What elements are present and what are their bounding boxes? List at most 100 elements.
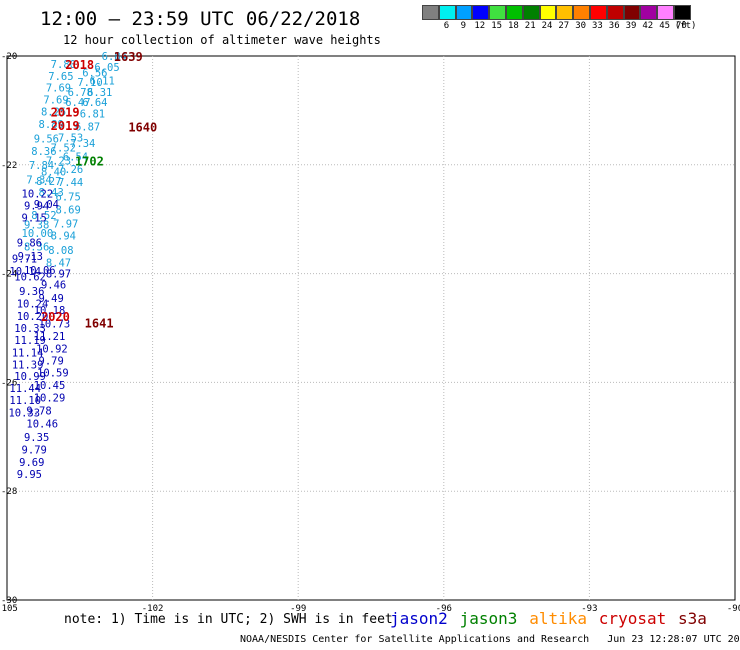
swh-value-dark: 9.35 bbox=[24, 432, 49, 444]
swh-value-dark: 11.44 bbox=[9, 383, 41, 395]
legend-swatch bbox=[673, 5, 691, 20]
pass-time-label: 2020 bbox=[41, 310, 70, 324]
map-title: 12:00 – 23:59 UTC 06/22/2018 bbox=[40, 8, 361, 30]
legend-label: 33 bbox=[592, 21, 603, 31]
swh-value-light: 6.87 bbox=[75, 122, 100, 134]
pass-time-label: 1640 bbox=[128, 121, 157, 135]
legend-label: 15 bbox=[491, 21, 503, 31]
swh-value-dark: 10.99 bbox=[14, 371, 46, 383]
swh-value-dark: 9.36 bbox=[19, 286, 44, 298]
swh-value-light: 6.31 bbox=[87, 87, 112, 99]
swh-value-light: 7.10 bbox=[77, 77, 102, 89]
legend-label: 21 bbox=[524, 21, 536, 31]
pass-time-label: 2019 bbox=[51, 119, 80, 133]
color-legend bbox=[422, 5, 691, 20]
footer-note: note: 1) Time is in UTC; 2) SWH is in fe… bbox=[64, 612, 393, 627]
swh-value-dark: 9.95 bbox=[17, 469, 42, 481]
swh-value-dark: 9.13 bbox=[18, 251, 43, 263]
legend-label: 45 bbox=[659, 21, 671, 31]
legend-label: 30 bbox=[575, 21, 587, 31]
legend-swatch bbox=[489, 5, 506, 20]
legend-label: 42 bbox=[642, 21, 654, 31]
swh-value-light: 8.43 bbox=[39, 187, 64, 199]
swh-value-dark: 10.14 bbox=[9, 266, 41, 278]
swh-value-dark: 11.39 bbox=[12, 359, 44, 371]
swh-value-dark: 9.86 bbox=[17, 238, 42, 250]
satellite-altika: altika bbox=[529, 609, 587, 628]
legend-label: 39 bbox=[625, 21, 637, 31]
swh-value-dark: 9.94 bbox=[24, 201, 49, 213]
swh-value-dark: 9.69 bbox=[19, 457, 44, 469]
color-legend-labels: 6 9 12 15 18 21 24 27 30 33 36 39 42 45 70 (ft) bbox=[422, 21, 740, 33]
pass-time-label: 1641 bbox=[85, 317, 114, 331]
swh-value-light: 8.36 bbox=[24, 241, 49, 253]
swh-value-dark: 10.18 bbox=[34, 305, 66, 317]
swh-value-dark: 11.10 bbox=[9, 395, 41, 407]
lon-tick-label: -90 bbox=[727, 604, 740, 614]
swh-value-light: 7.65 bbox=[48, 71, 73, 83]
swh-value-light: 8.52 bbox=[31, 210, 56, 222]
swh-value-light: 7.23 bbox=[46, 155, 71, 167]
swh-value-dark: 10.73 bbox=[39, 319, 71, 331]
legend-swatch bbox=[522, 5, 540, 20]
swh-value-dark: 10.92 bbox=[36, 344, 68, 356]
swh-value-dark: 9.79 bbox=[39, 356, 64, 368]
swh-value-light: 7.26 bbox=[58, 164, 83, 176]
legend-swatch bbox=[472, 5, 490, 20]
swh-value-light: 6.11 bbox=[90, 75, 115, 87]
swh-value-light: 8.36 bbox=[31, 146, 56, 158]
swh-value-light: 7.97 bbox=[53, 219, 78, 231]
swh-value-light: 6.56 bbox=[82, 67, 107, 79]
swh-value-dark: 10.29 bbox=[34, 393, 66, 405]
lon-tick-label: -93 bbox=[581, 604, 597, 614]
swh-value-dark: 10.45 bbox=[34, 380, 66, 392]
map-subtitle: 12 hour collection of altimeter wave hei… bbox=[63, 33, 381, 47]
swh-value-light: 9.56 bbox=[34, 134, 59, 146]
swh-value-dark: 11.21 bbox=[34, 331, 66, 343]
legend-swatch bbox=[657, 5, 674, 20]
swh-value-light: 6.64 bbox=[82, 97, 107, 109]
lat-tick-label: -28 bbox=[1, 487, 17, 497]
swh-value-dark: 9.79 bbox=[22, 444, 47, 456]
credit-line: NOAA/NESDIS Center for Satellite Applica… bbox=[240, 634, 740, 645]
legend-label: 70 bbox=[676, 21, 687, 31]
legend-label: 6 bbox=[443, 21, 450, 31]
legend-label: 18 bbox=[508, 21, 519, 31]
legend-label: 27 bbox=[558, 21, 570, 31]
legend-label: 24 bbox=[541, 21, 553, 31]
swh-value-dark: 10.24 bbox=[17, 299, 49, 311]
pass-time-label: 1702 bbox=[75, 154, 104, 168]
lat-tick-label: -30 bbox=[1, 596, 17, 606]
swh-value-light: 6.78 bbox=[68, 87, 93, 99]
satellite-s3a: s3a bbox=[678, 609, 707, 628]
swh-value-dark: 10.33 bbox=[14, 323, 46, 335]
swh-value-dark: 9.04 bbox=[34, 199, 59, 211]
swh-value-dark: 10.46 bbox=[26, 419, 58, 431]
swh-value-light: 9.38 bbox=[24, 220, 49, 232]
pass-time-label: 2019 bbox=[51, 105, 80, 119]
legend-swatch bbox=[640, 5, 658, 20]
legend-swatch bbox=[589, 5, 607, 20]
swh-value-light: 6.54 bbox=[63, 152, 88, 164]
swh-value-dark: 11.19 bbox=[14, 335, 46, 347]
legend-label: 36 bbox=[608, 21, 620, 31]
swh-value-light: 8.27 bbox=[36, 176, 61, 188]
swh-value-light: 10.00 bbox=[22, 228, 54, 240]
swh-value-light: 6.75 bbox=[56, 191, 81, 203]
legend-swatch bbox=[422, 5, 439, 20]
swh-value-dark: 9.15 bbox=[22, 213, 47, 225]
map-frame bbox=[6, 55, 736, 601]
swh-value-light: 6.81 bbox=[80, 109, 105, 121]
satellite-cryosat: cryosat bbox=[598, 609, 667, 628]
pass-time-label: 1639 bbox=[114, 50, 143, 64]
lon-tick-label: -105 bbox=[0, 604, 18, 614]
lat-tick-label: -22 bbox=[1, 161, 17, 171]
lon-tick-label: -99 bbox=[290, 604, 306, 614]
swh-value-dark: 9.71 bbox=[12, 253, 37, 265]
swh-value-dark: 9.78 bbox=[26, 406, 51, 418]
legend-swatch bbox=[556, 5, 574, 20]
legend-swatch bbox=[505, 5, 523, 20]
swh-value-dark: 9.46 bbox=[41, 279, 66, 291]
legend-label: 12 bbox=[474, 21, 486, 31]
